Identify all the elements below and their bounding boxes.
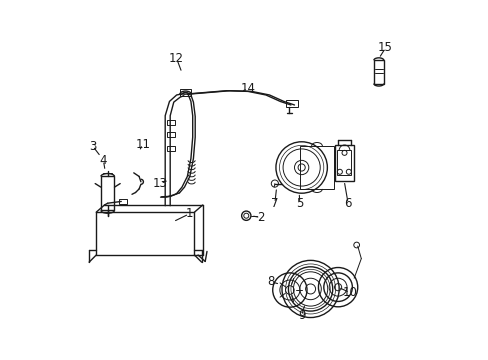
Text: 9: 9 (297, 309, 305, 322)
Text: 12: 12 (169, 52, 184, 65)
Text: 1: 1 (185, 207, 192, 220)
Bar (299, 146, 333, 189)
Bar (119, 199, 126, 204)
Text: 3: 3 (89, 140, 96, 153)
Bar (166, 132, 175, 137)
Text: 15: 15 (377, 41, 392, 54)
Bar (166, 120, 175, 125)
Bar (101, 176, 114, 210)
Text: 5: 5 (296, 197, 303, 210)
Bar (180, 89, 190, 96)
Bar (373, 60, 383, 84)
Bar (337, 150, 350, 175)
Bar (166, 147, 175, 152)
Bar (334, 145, 353, 181)
Text: 8: 8 (267, 275, 274, 288)
Text: 13: 13 (153, 177, 168, 190)
Text: 2: 2 (256, 211, 264, 224)
Text: 6: 6 (344, 197, 351, 210)
Text: 4: 4 (100, 154, 107, 167)
Bar (285, 100, 298, 108)
Text: 11: 11 (135, 138, 150, 151)
Text: 7: 7 (270, 197, 278, 210)
Text: 14: 14 (240, 82, 255, 95)
Text: 10: 10 (342, 286, 357, 299)
